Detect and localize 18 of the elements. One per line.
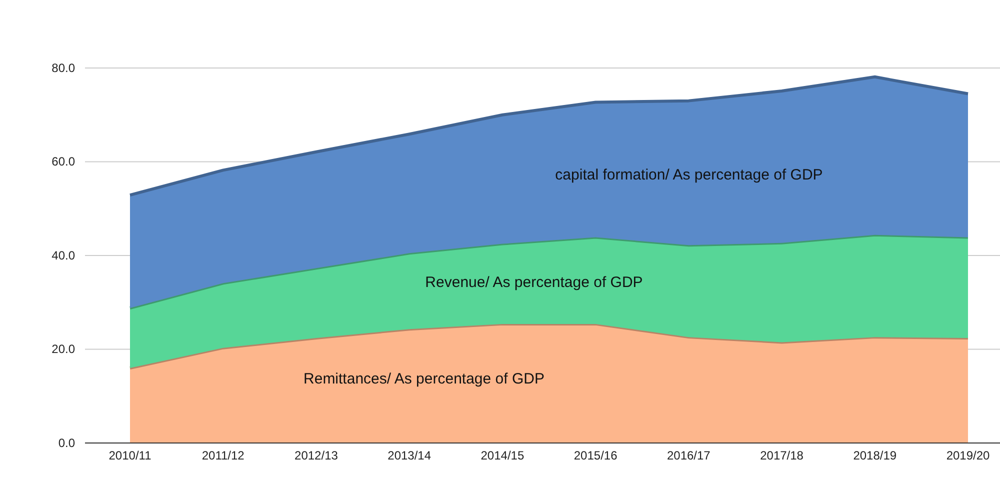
y-tick-label: 60.0 [52, 154, 76, 169]
series-label: Revenue/ As percentage of GDP [425, 274, 643, 292]
x-tick-label: 2010/11 [108, 448, 152, 463]
series-label: capital formation/ As percentage of GDP [555, 166, 823, 184]
x-tick-label: 2018/19 [853, 448, 897, 463]
series-label: Remittances/ As percentage of GDP [304, 370, 544, 388]
y-tick-label: 40.0 [52, 248, 76, 262]
x-tick-label: 2014/15 [480, 448, 524, 463]
x-tick-label: 2016/17 [666, 448, 711, 463]
x-tick-label: 2019/20 [946, 448, 990, 463]
x-tick-label: 2017/18 [760, 448, 804, 463]
x-tick-label: 2011/12 [202, 448, 245, 463]
y-tick-label: 0.0 [58, 436, 76, 450]
x-tick-label: 2013/14 [388, 448, 432, 463]
y-tick-label: 20.0 [52, 342, 76, 356]
x-tick-label: 2012/13 [294, 448, 338, 463]
y-tick-label: 80.0 [52, 60, 76, 75]
x-tick-label: 2015/16 [574, 448, 618, 463]
